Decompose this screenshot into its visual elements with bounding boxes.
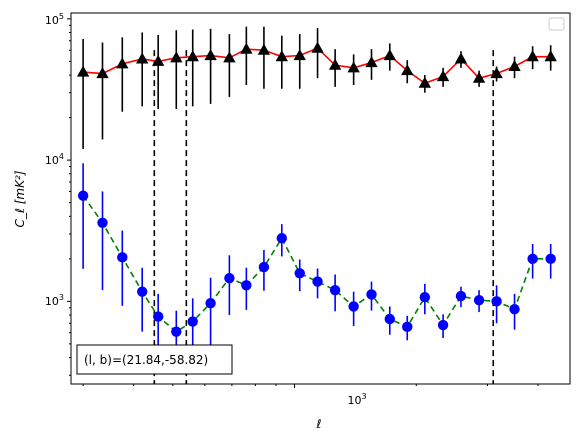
data-points [76, 41, 557, 337]
data-point-triangle [170, 51, 183, 63]
data-point-circle [77, 190, 89, 201]
data-point-triangle [223, 51, 236, 63]
data-point-circle [455, 290, 467, 302]
data-point-triangle [204, 49, 217, 61]
data-point-triangle [472, 71, 486, 83]
data-point-triangle [454, 52, 468, 64]
data-point-triangle [136, 52, 149, 64]
data-point-triangle [76, 65, 90, 77]
data-point-circle [527, 253, 538, 265]
data-point-circle [171, 326, 182, 337]
data-point-circle [473, 294, 485, 306]
data-point-circle [187, 316, 198, 327]
data-point-triangle [152, 54, 165, 66]
plot-area [71, 13, 570, 384]
y-tick-label-10000: 104 [45, 152, 64, 167]
data-point-triangle [526, 50, 539, 62]
legend-box [548, 17, 565, 31]
data-point-circle [258, 261, 270, 273]
data-point-triangle [257, 43, 271, 55]
y-tick-label-100000: 105 [45, 12, 64, 27]
data-point-circle [491, 296, 502, 307]
data-point-circle [205, 298, 216, 309]
data-point-triangle [544, 50, 557, 62]
data-point-triangle [418, 76, 432, 88]
data-point-circle [437, 319, 449, 331]
data-point-circle [241, 280, 252, 291]
data-point-circle [117, 252, 128, 263]
data-point-circle [329, 284, 341, 296]
data-point-circle [402, 321, 413, 333]
x-tick-label-1000: 103 [347, 392, 366, 407]
annotation-box [76, 344, 233, 375]
data-point-triangle [275, 50, 288, 62]
data-point-triangle [328, 58, 342, 70]
x-tick-base: 10 [347, 394, 361, 407]
x-tick-exp: 3 [361, 392, 366, 401]
data-point-circle [509, 304, 520, 315]
data-point-triangle [347, 61, 360, 73]
data-point-circle [294, 268, 305, 279]
data-point-circle [419, 292, 431, 303]
data-point-triangle [311, 41, 324, 53]
data-point-circle [137, 286, 148, 297]
y-axis-label: C_ℓ [mK²] [13, 170, 27, 227]
data-point-triangle [293, 49, 306, 61]
plot-frame [70, 12, 571, 385]
y-tick-label-1000: 103 [45, 293, 64, 308]
data-point-circle [224, 272, 235, 284]
axis-ticks [67, 18, 539, 388]
data-point-triangle [186, 50, 199, 62]
y-tick-base: 10 [45, 295, 59, 308]
data-point-circle [97, 217, 108, 228]
data-point-circle [348, 301, 359, 312]
data-point-triangle [490, 67, 503, 79]
data-point-circle [366, 289, 377, 300]
y-tick-exp: 5 [59, 12, 64, 21]
data-point-circle [276, 232, 287, 244]
data-point-triangle [240, 42, 253, 54]
data-point-circle [152, 311, 164, 322]
y-tick-base: 10 [45, 14, 59, 27]
data-point-triangle [508, 59, 521, 72]
y-tick-exp: 4 [59, 152, 64, 161]
x-axis-label: ℓ [316, 417, 322, 431]
data-point-circle [545, 253, 556, 265]
series-line [82, 195, 551, 333]
data-point-triangle [96, 67, 109, 79]
data-point-triangle [365, 56, 378, 68]
annotation-text: (l, b)=(21.84,-58.82) [84, 353, 208, 367]
data-point-triangle [116, 57, 129, 69]
data-point-triangle [383, 49, 396, 61]
y-tick-exp: 3 [59, 293, 64, 302]
data-point-triangle [401, 64, 414, 76]
data-point-circle [384, 313, 395, 325]
vertical-lines [153, 50, 495, 384]
data-point-triangle [436, 70, 450, 82]
data-point-circle [312, 276, 323, 287]
y-tick-base: 10 [45, 154, 59, 167]
